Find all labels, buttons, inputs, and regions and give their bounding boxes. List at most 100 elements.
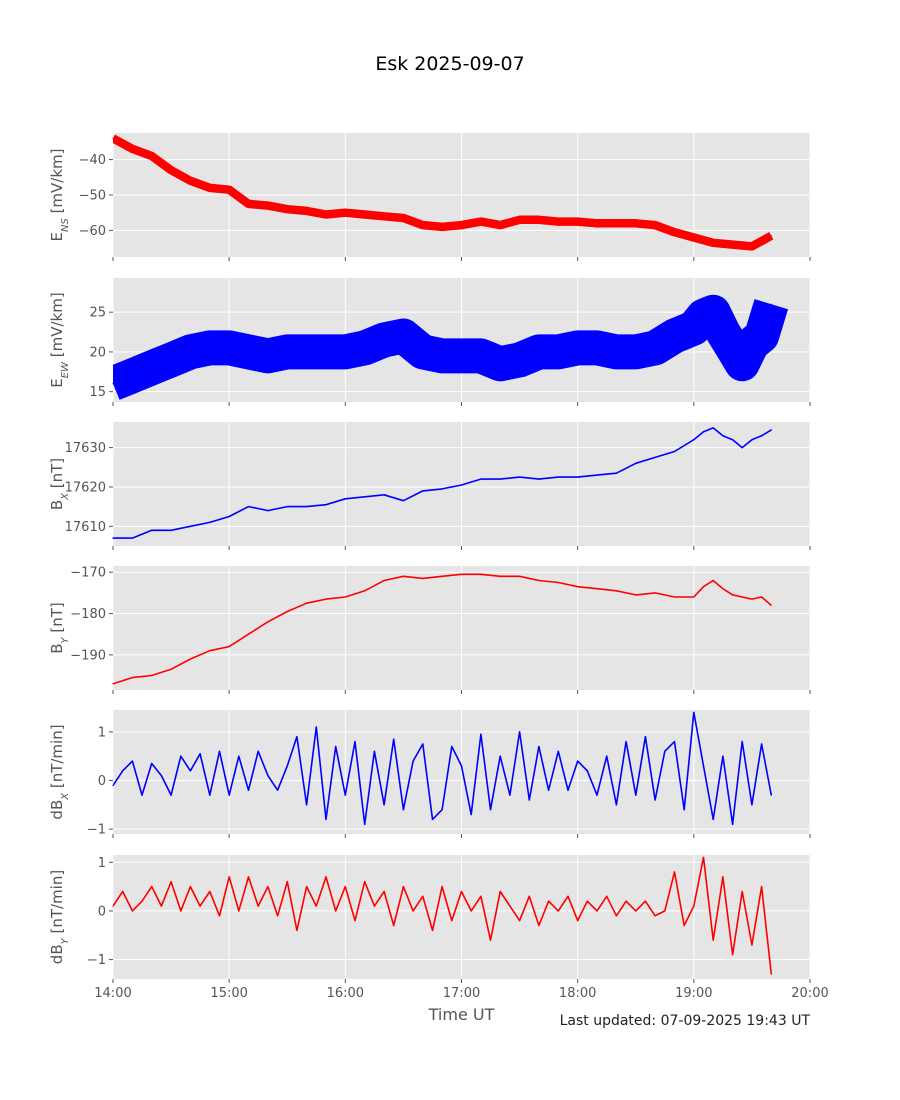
data-point [770,235,772,237]
data-point [712,242,714,244]
y-tick-label: 25 [89,306,106,321]
data-point [693,236,695,239]
data-point [189,525,191,527]
data-point [557,221,559,223]
data-point [519,359,521,361]
data-point [664,910,666,912]
data-point [247,203,250,205]
data-point [557,910,559,912]
data-point [519,575,521,577]
data-point [131,148,133,150]
data-point [557,750,559,752]
y-tick-label: 15 [89,385,106,400]
data-point [393,738,395,740]
data-point [615,804,618,806]
data-point [286,881,288,883]
data-point [712,818,714,821]
data-point [635,594,637,596]
x-tick-label: 18:00 [559,986,596,1001]
data-point [267,355,269,357]
x-tick-label: 19:00 [675,986,712,1001]
y-axis-label: BX [nT] [48,458,71,510]
y-axis-label: EEW [mV/km] [48,292,71,387]
data-point [170,881,172,883]
data-point [306,210,308,212]
data-point [112,383,114,385]
data-point [344,351,346,353]
data-point [267,775,269,777]
data-point [722,331,724,333]
data-point [286,765,288,767]
data-point [306,886,308,888]
data-point [625,900,627,902]
data-point [364,213,366,216]
y-tick-label: 17630 [65,441,106,456]
data-point [596,794,598,796]
data-point [732,244,734,246]
data-point [335,910,337,912]
data-point [557,581,559,584]
y-axis-label: dBX [nT/min] [48,724,71,819]
data-point [519,920,521,922]
data-point [151,367,153,369]
data-point [625,741,627,743]
data-point [344,498,346,500]
data-point [673,450,676,453]
data-point [741,596,743,598]
data-point [673,231,676,233]
data-point [770,303,772,305]
data-point [635,910,637,912]
data-point [189,180,191,182]
data-point [364,590,366,592]
data-point [499,478,501,480]
data-point [247,876,250,878]
data-point [180,755,182,757]
data-point [761,743,763,745]
data-point [247,633,250,635]
data-point [354,920,356,922]
data-point [422,577,424,580]
data-point [596,474,598,476]
data-point [712,311,714,313]
data-point [402,575,404,577]
data-point [654,799,656,801]
y-tick-label: 17620 [65,480,106,495]
data-point [712,579,714,582]
data-point [509,905,511,907]
data-point [770,429,772,431]
data-point [277,789,279,791]
y-axis-label: ENS [mV/km] [48,148,71,241]
data-point [509,794,511,796]
data-point [683,924,685,927]
data-point [325,504,327,506]
data-point [732,954,734,956]
data-point [538,579,540,582]
data-point [557,476,559,478]
data-point [441,488,443,490]
data-point [170,668,172,670]
data-point [160,905,162,907]
data-point [209,890,211,893]
data-point [238,755,240,757]
data-point [460,355,463,357]
data-point [122,770,124,772]
data-point [364,881,366,883]
data-point [364,496,366,498]
data-point [112,537,114,539]
data-point [615,590,618,592]
data-point [460,484,463,486]
data-point [596,347,598,349]
data-point [761,435,763,437]
data-point [654,224,656,226]
data-point [402,809,404,811]
data-point [586,900,588,902]
x-tick-label: 17:00 [443,986,480,1001]
data-point [373,905,375,907]
x-tick-label: 16:00 [327,986,364,1001]
data-point [615,222,618,224]
data-point [122,890,124,893]
data-point [519,731,521,733]
data-point [325,598,327,600]
data-point [286,506,288,508]
y-tick-label: −1 [87,823,106,838]
